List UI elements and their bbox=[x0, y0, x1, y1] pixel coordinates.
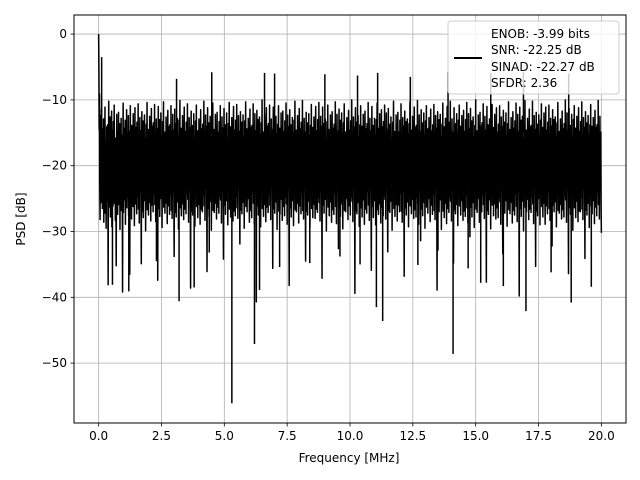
y-tick-label: −30 bbox=[42, 225, 67, 239]
legend-entry-enob: ENOB: -3.99 bits bbox=[491, 27, 590, 41]
series-group bbox=[97, 34, 603, 404]
legend-box bbox=[447, 20, 620, 95]
x-tick-label: 0.0 bbox=[89, 429, 108, 443]
x-tick-label: 2.5 bbox=[152, 429, 171, 443]
x-tick-label: 7.5 bbox=[278, 429, 297, 443]
x-tick-label: 20.0 bbox=[588, 429, 615, 443]
x-tick-label: 15.0 bbox=[462, 429, 489, 443]
legend-entry-sfdr: SFDR: 2.36 bbox=[491, 76, 557, 90]
y-tick-label: −20 bbox=[42, 159, 67, 173]
x-tick-label: 10.0 bbox=[337, 429, 364, 443]
legend-entry-sinad: SINAD: -22.27 dB bbox=[491, 60, 595, 74]
axes-frame bbox=[73, 14, 627, 424]
legend: ENOB: -3.99 bits SNR: -22.25 dB SINAD: -… bbox=[447, 20, 620, 95]
x-tick-label: 5.0 bbox=[215, 429, 234, 443]
y-axis-ticks: 0 −10 −20 −30 −40 −50 bbox=[42, 27, 74, 370]
y-tick-label: −50 bbox=[42, 356, 67, 370]
y-tick-label: 0 bbox=[59, 27, 67, 41]
x-tick-label: 12.5 bbox=[399, 429, 426, 443]
y-axis-label: PSD [dB] bbox=[14, 192, 28, 245]
y-tick-label: −10 bbox=[42, 93, 67, 107]
psd-series-line bbox=[97, 34, 603, 303]
y-tick-label: −40 bbox=[42, 290, 67, 304]
x-tick-label: 17.5 bbox=[525, 429, 552, 443]
x-axis-label: Frequency [MHz] bbox=[299, 451, 400, 465]
legend-entry-snr: SNR: -22.25 dB bbox=[491, 43, 582, 57]
x-axis-ticks: 0.0 2.5 5.0 7.5 10.0 12.5 15.0 17.5 20.0 bbox=[89, 423, 615, 443]
